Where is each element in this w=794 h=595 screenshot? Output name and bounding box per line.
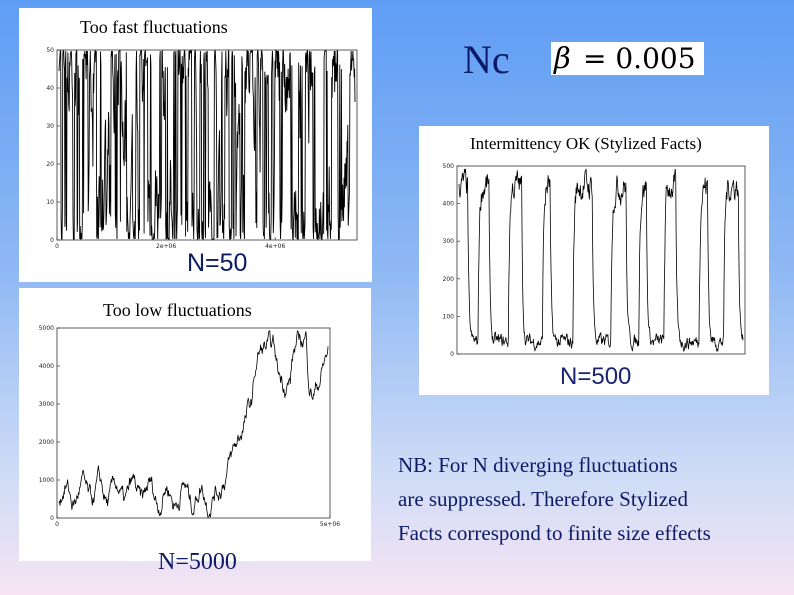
panel-n5000: Too low fluctuations 0 1000 2000 3000 4000 50…	[19, 288, 371, 561]
x-tick-label: 4e+06	[265, 243, 285, 250]
y-tick-label: 20	[46, 161, 54, 168]
beta-value: = 0.005	[583, 42, 696, 75]
series-line	[58, 330, 329, 518]
y-tick-label: 1000	[39, 477, 54, 484]
plot-frame	[456, 165, 746, 355]
panel-n50-n-label: N=50	[187, 249, 248, 277]
x-tick-label: 2e+06	[156, 243, 176, 250]
y-tick-label: 10	[46, 199, 54, 206]
y-tick-label: 500	[443, 163, 455, 170]
y-tick-label: 100	[443, 313, 455, 320]
y-tick-label: 4000	[39, 363, 54, 370]
panel-n50: Too fast fluctuations 0 10 20 30 40 50 0 2e+06 4…	[19, 8, 372, 282]
x-tick-label: 0	[55, 521, 59, 528]
panel-n500-title: Intermittency OK (Stylized Facts)	[470, 134, 702, 153]
panel-n500-n-label: N=500	[560, 363, 632, 390]
panel-n50-title: Too fast fluctuations	[80, 17, 228, 37]
y-tick-label: 5000	[39, 325, 54, 332]
note-line-3: Facts correspond to finite size effects	[398, 521, 711, 545]
plot-frame	[56, 327, 331, 519]
note-line-1: NB: For N diverging fluctuations	[398, 453, 678, 477]
note-text: NB: For N diverging fluctuations are sup…	[398, 448, 778, 550]
plot-frame	[56, 49, 358, 241]
y-tick-label: 400	[443, 201, 455, 208]
panel-n5000-n-label: N=5000	[158, 549, 237, 575]
y-tick-label: 50	[46, 47, 54, 54]
y-tick-label: 3000	[39, 401, 54, 408]
y-tick-label: 0	[50, 515, 54, 522]
y-tick-label: 300	[443, 238, 455, 245]
y-tick-label: 2000	[39, 439, 54, 446]
y-tick-label: 30	[46, 123, 54, 130]
y-tick-label: 40	[46, 85, 54, 92]
note-line-2: are suppressed. Therefore Stylized	[398, 487, 689, 511]
series-line	[58, 49, 356, 241]
x-tick-label: 5e+06	[320, 521, 340, 528]
beta-symbol: β	[554, 41, 571, 75]
chart-n500: 0 100 200 300 400 500	[443, 163, 746, 358]
chart-n50: 0 10 20 30 40 50 0 2e+06 4e+06	[46, 47, 358, 250]
y-tick-label: 0	[450, 351, 454, 358]
panel-n500: Intermittency OK (Stylized Facts) 0 100 20…	[419, 126, 769, 395]
y-tick-label: 0	[50, 237, 54, 244]
y-tick-label: 200	[443, 276, 455, 283]
panel-n5000-title: Too low fluctuations	[103, 300, 252, 320]
series-line	[458, 168, 744, 353]
beta-equation: β = 0.005	[551, 41, 704, 75]
chart-n5000: 0 1000 2000 3000 4000 5000 0 5e+06	[39, 325, 341, 528]
x-tick-label: 0	[55, 243, 59, 250]
nc-label: Nc	[463, 37, 510, 82]
